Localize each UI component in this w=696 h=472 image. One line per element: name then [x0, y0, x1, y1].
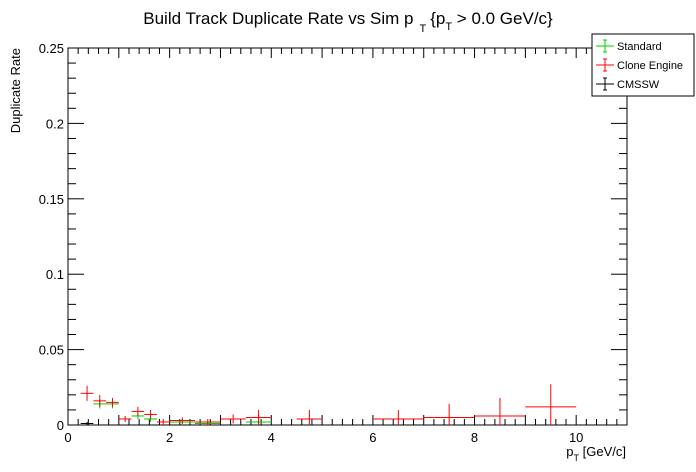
- x-tick-label: 0: [64, 430, 71, 445]
- data-point: [296, 409, 323, 425]
- data-points: [80, 384, 577, 425]
- x-tick-label: 10: [569, 430, 583, 445]
- data-point: [80, 421, 94, 425]
- data-point: [474, 397, 526, 425]
- data-point: [80, 385, 94, 401]
- data-point: [144, 409, 157, 419]
- legend-label: Standard: [617, 41, 662, 53]
- y-tick-label: 0.15: [39, 192, 64, 207]
- data-point: [220, 414, 246, 424]
- data-point: [195, 418, 221, 425]
- x-tick-label: 2: [166, 430, 173, 445]
- data-point: [106, 397, 119, 407]
- y-tick-label: 0.05: [39, 343, 64, 358]
- data-point: [131, 406, 145, 416]
- x-axis-title: pT [GeV/c]: [566, 444, 626, 463]
- data-point: [118, 415, 132, 422]
- series-clone-engine: [80, 384, 577, 425]
- data-point: [156, 418, 170, 425]
- legend-entry-clone-engine: Clone Engine: [596, 58, 683, 72]
- x-tick-label: 8: [471, 430, 478, 445]
- series-cmssw: [80, 421, 94, 425]
- legend-label: CMSSW: [617, 79, 660, 91]
- data-point: [93, 394, 107, 407]
- y-tick-label: 0.2: [46, 116, 64, 131]
- axis-tick-labels: 0 2 4 6 8 10 0 0.05 0.1 0.15 0.2 0.25: [39, 41, 584, 445]
- legend: Standard Clone Engine CMSSW: [591, 33, 695, 97]
- legend-entry-standard: Standard: [596, 39, 662, 53]
- y-axis-title: Duplicate Rate: [8, 48, 23, 133]
- plot-frame: [67, 47, 628, 426]
- legend-entries: Standard Clone Engine CMSSW: [596, 39, 683, 91]
- y-tick-label: 0: [57, 418, 64, 433]
- y-tick-label: 0.25: [39, 41, 64, 56]
- data-point: [525, 384, 577, 425]
- data-point: [169, 417, 196, 424]
- x-tick-label: 4: [268, 430, 275, 445]
- legend-label: Clone Engine: [617, 60, 683, 72]
- x-tick-label: 6: [369, 430, 376, 445]
- data-point: [245, 409, 272, 425]
- y-tick-label: 0.1: [46, 267, 64, 282]
- plot-area-border: [67, 47, 628, 426]
- legend-entry-cmssw: CMSSW: [596, 77, 660, 91]
- chart-title: Build Track Duplicate Rate vs Sim pT{pT …: [143, 9, 553, 35]
- data-point: [372, 409, 424, 425]
- data-point: [423, 403, 475, 425]
